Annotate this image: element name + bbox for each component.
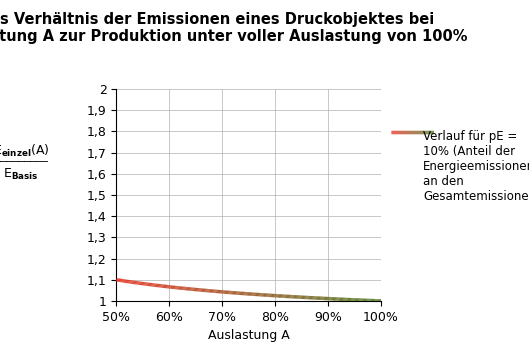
Text: Das Verhältnis der Emissionen eines Druckobjektes bei
Auslastung A zur Produktio: Das Verhältnis der Emissionen eines Druc… — [0, 12, 468, 44]
Text: ─────────: ───────── — [0, 157, 48, 168]
Text: E$_{\mathbf{Basis}}$: E$_{\mathbf{Basis}}$ — [3, 167, 39, 182]
Text: E$_{\mathbf{einzel}}$(A): E$_{\mathbf{einzel}}$(A) — [0, 142, 50, 159]
X-axis label: Auslastung A: Auslastung A — [208, 329, 289, 342]
Text: Verlauf für pE =
10% (Anteil der
Energieemissionen
an den
Gesamtemissionen): Verlauf für pE = 10% (Anteil der Energie… — [423, 130, 529, 203]
